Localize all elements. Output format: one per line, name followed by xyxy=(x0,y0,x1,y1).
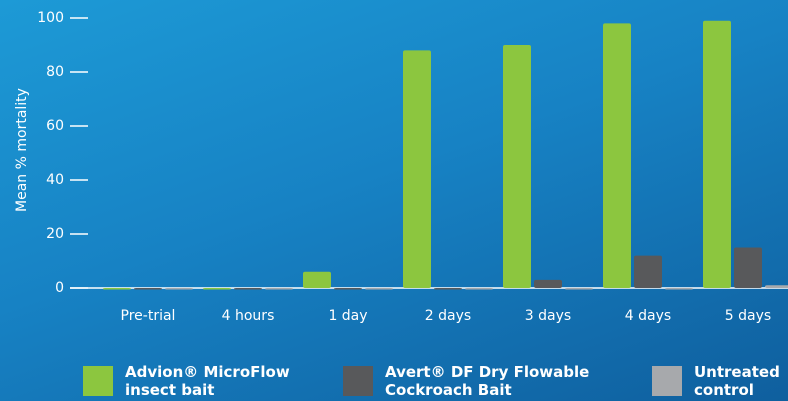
y-tick-label: 80 xyxy=(46,64,64,80)
y-tick-label: 40 xyxy=(46,172,64,188)
bar xyxy=(334,288,362,290)
chart-page: Mean % mortality 0 20 40 60 80 100 Pre-trial 4 … xyxy=(0,0,788,401)
bar xyxy=(234,288,262,290)
x-tick-label: 2 days xyxy=(425,308,471,324)
bar xyxy=(103,288,131,290)
x-tick-label: 4 hours xyxy=(222,308,275,324)
bar xyxy=(434,288,462,290)
bar xyxy=(134,288,162,290)
x-tick-label: 4 days xyxy=(625,308,671,324)
y-axis-label: Mean % mortality xyxy=(14,88,30,212)
bar xyxy=(303,272,331,288)
legend-label: Avert® DF Dry Flowable Cockroach Bait xyxy=(385,363,620,399)
bar xyxy=(165,288,193,290)
bar xyxy=(365,288,393,290)
legend-label: Untreated control xyxy=(694,363,788,399)
bar xyxy=(665,288,693,290)
bar xyxy=(503,45,531,288)
legend-swatch xyxy=(83,366,113,396)
legend-item: Advion® MicroFlow insect bait xyxy=(83,363,310,399)
bar xyxy=(265,288,293,290)
y-tick-label: 100 xyxy=(37,10,64,26)
x-tick-label: 3 days xyxy=(525,308,571,324)
chart: Mean % mortality 0 20 40 60 80 100 Pre-trial 4 … xyxy=(0,0,788,345)
legend-swatch xyxy=(652,366,682,396)
x-tick-label: 1 day xyxy=(328,308,367,324)
legend-label: Advion® MicroFlow insect bait xyxy=(125,363,310,399)
bar xyxy=(565,288,593,290)
bar xyxy=(765,285,788,288)
bar xyxy=(603,23,631,288)
x-tick-label: 5 days xyxy=(725,308,771,324)
bar xyxy=(734,248,762,289)
bar xyxy=(403,50,431,288)
y-tick-label: 0 xyxy=(55,280,64,296)
bar xyxy=(203,288,231,290)
bar xyxy=(465,288,493,290)
y-tick-label: 60 xyxy=(46,118,64,134)
y-tick-label: 20 xyxy=(46,226,64,242)
bar xyxy=(534,280,562,288)
x-tick-label: Pre-trial xyxy=(121,308,176,324)
bar xyxy=(703,21,731,288)
legend-item: Avert® DF Dry Flowable Cockroach Bait xyxy=(343,363,620,399)
legend-swatch xyxy=(343,366,373,396)
legend-item: Untreated control xyxy=(652,363,788,399)
bar xyxy=(634,256,662,288)
